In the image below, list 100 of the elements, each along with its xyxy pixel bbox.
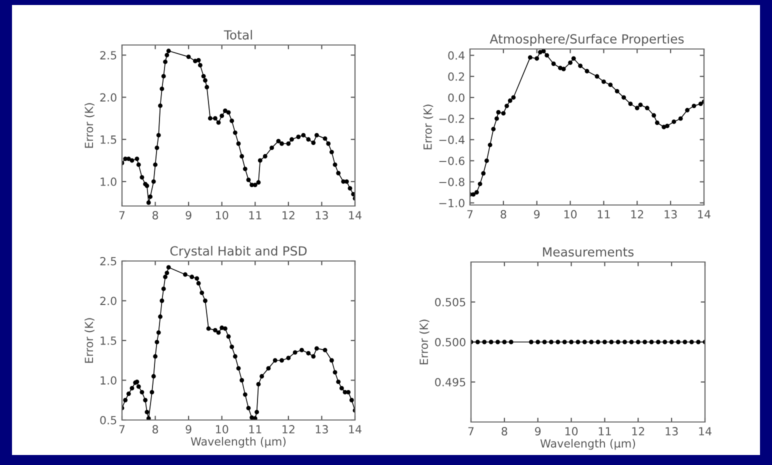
point	[538, 50, 542, 54]
y-axis-title: Error (K)	[419, 320, 430, 364]
x-tick-label: 11	[249, 211, 262, 220]
x-tick-label: 8	[500, 210, 506, 218]
x-tick-label: 7	[468, 427, 474, 436]
y-tick-label: 0.495	[435, 378, 466, 386]
y-tick-label: 1.5	[100, 136, 116, 144]
y-tick-label: 2.0	[100, 93, 116, 102]
y-tick-label: 0.5	[100, 416, 116, 424]
point	[484, 158, 489, 163]
point	[508, 98, 512, 103]
x-tick-label: 8	[152, 425, 158, 434]
point	[578, 64, 583, 68]
x-tick-label: 12	[282, 425, 294, 434]
point	[634, 106, 640, 110]
x-tick-label: 9	[535, 427, 541, 436]
y-tick-label: 1.0	[100, 376, 116, 385]
point	[594, 74, 600, 79]
x-tick-label: 11	[598, 210, 610, 218]
x-axis-title: Wavelength (μm)	[190, 437, 286, 448]
x-tick-label: 9	[186, 425, 192, 434]
x-tick-label: 13	[664, 210, 677, 218]
y-tick-label: 0.500	[435, 338, 466, 346]
x-tick-label: 11	[249, 425, 262, 434]
x-tick-label: 14	[698, 210, 710, 218]
y-tick-label: 0.4	[448, 51, 465, 60]
point	[652, 113, 656, 118]
point	[685, 108, 690, 112]
point	[601, 79, 606, 84]
point	[692, 104, 696, 108]
point	[511, 95, 516, 100]
point	[644, 106, 650, 110]
point	[481, 171, 486, 176]
y-tick-label: −0.2	[439, 114, 464, 123]
chart-title: Crystal Habit and PSD	[170, 246, 307, 258]
x-tick-label: 11	[598, 427, 611, 436]
point	[494, 116, 499, 121]
point	[561, 66, 566, 72]
x-tick-label: 8	[152, 211, 158, 220]
x-tick-label: 12	[632, 427, 644, 436]
point	[534, 56, 540, 61]
y-tick-label: −1.0	[439, 198, 464, 208]
point	[541, 49, 546, 54]
y-axis-title: Error (K)	[423, 104, 434, 150]
x-tick-label: 13	[316, 211, 328, 220]
point	[698, 102, 703, 106]
chart-title: Atmosphere/Surface Properties	[490, 34, 684, 46]
x-tick-label: 14	[699, 427, 712, 436]
x-tick-label: 9	[534, 210, 540, 218]
point	[638, 102, 643, 108]
point	[558, 66, 562, 70]
x-tick-label: 7	[119, 425, 125, 434]
x-tick-label: 13	[316, 425, 328, 434]
point	[665, 124, 670, 128]
x-tick-label: 10	[216, 211, 228, 220]
y-axis-title: Error (K)	[84, 103, 94, 148]
x-tick-label: 8	[502, 427, 508, 436]
x-tick-label: 10	[565, 427, 578, 436]
point	[504, 104, 509, 108]
point	[551, 62, 556, 66]
point	[622, 95, 626, 100]
y-tick-label: 0.2	[448, 72, 464, 81]
x-tick-label: 10	[564, 210, 577, 218]
chart-title: Total	[224, 30, 252, 40]
y-tick-label: 2.5	[100, 256, 116, 266]
x-tick-label: 13	[666, 427, 678, 436]
point	[474, 190, 479, 195]
x-tick-label: 7	[467, 210, 473, 218]
point	[491, 126, 496, 132]
x-tick-label: 10	[216, 425, 228, 434]
point	[678, 116, 683, 121]
point	[496, 110, 501, 114]
chart-title: Measurements	[543, 247, 634, 257]
y-tick-label: 2.0	[100, 296, 116, 306]
x-tick-label: 14	[349, 425, 362, 434]
y-tick-label: −0.8	[439, 178, 464, 186]
x-tick-label: 7	[119, 211, 125, 220]
point	[568, 60, 573, 65]
y-tick-label: 2.5	[100, 51, 116, 60]
y-tick-label: −0.6	[439, 156, 464, 166]
y-axis-title: Error (K)	[84, 318, 94, 363]
y-tick-label: 0.505	[435, 298, 466, 306]
point	[584, 68, 590, 74]
point	[614, 88, 620, 94]
point	[488, 142, 492, 148]
x-axis-title: Wavelength (μm)	[540, 439, 636, 450]
y-tick-label: 1.0	[100, 178, 116, 186]
x-tick-label: 12	[282, 211, 294, 220]
y-tick-label: −0.4	[439, 136, 465, 144]
point	[528, 55, 532, 60]
y-tick-label: 1.5	[100, 336, 116, 345]
point	[544, 53, 550, 58]
point	[571, 56, 576, 61]
point	[501, 111, 506, 116]
x-tick-label: 9	[186, 211, 192, 220]
point	[662, 124, 666, 130]
point	[654, 120, 660, 126]
point	[608, 82, 613, 88]
x-tick-label: 12	[631, 210, 644, 218]
point	[628, 102, 633, 106]
